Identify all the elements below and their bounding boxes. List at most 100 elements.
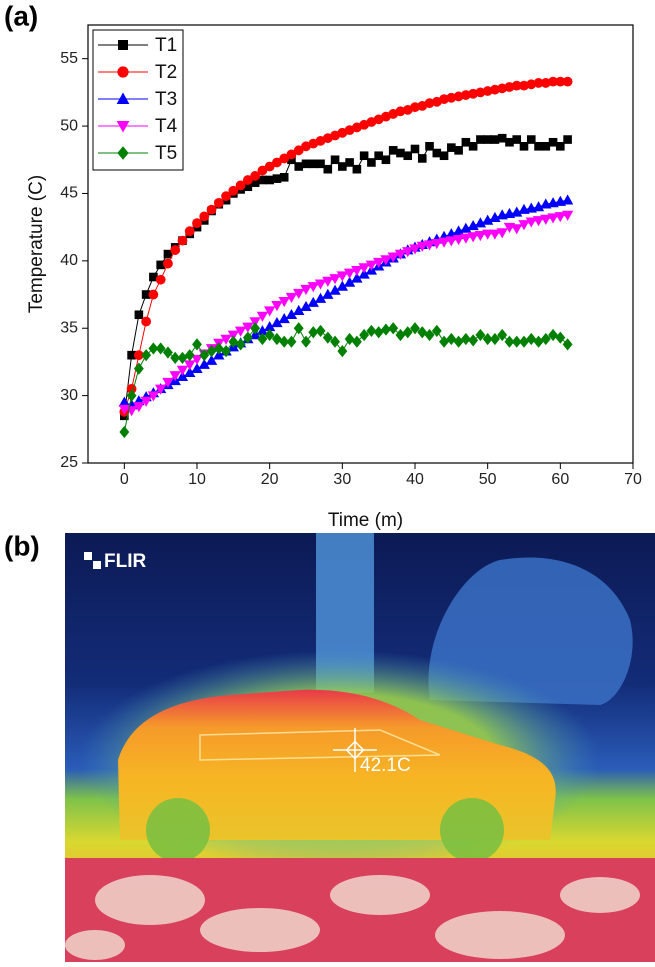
marker (388, 322, 399, 335)
panel-label: (b) (4, 530, 40, 561)
marker (460, 332, 471, 346)
marker (505, 137, 514, 147)
marker (490, 135, 500, 144)
marker (533, 335, 544, 348)
marker (329, 274, 341, 285)
marker (148, 289, 159, 300)
marker (323, 164, 333, 174)
marker (235, 338, 246, 351)
marker (366, 324, 377, 338)
marker (468, 334, 479, 347)
crosshair (333, 728, 377, 772)
marker (526, 135, 536, 144)
marker (170, 245, 181, 255)
y-axis-title: Temperature (C) (26, 175, 47, 313)
x-tick-label: 10 (188, 471, 206, 488)
marker (257, 332, 268, 346)
x-tick-label: 40 (406, 471, 424, 488)
marker (561, 194, 574, 205)
marker (410, 144, 420, 154)
marker (205, 354, 218, 365)
marker (221, 345, 232, 358)
marker (351, 265, 363, 277)
marker (540, 332, 551, 346)
legend-label: T2 (155, 62, 177, 83)
marker (439, 335, 450, 348)
x-tick-label: 50 (479, 471, 497, 488)
marker (293, 145, 304, 156)
marker (272, 157, 282, 168)
marker (235, 180, 246, 191)
marker (410, 322, 420, 335)
marker (140, 396, 152, 407)
marker (155, 384, 167, 395)
marker (308, 159, 318, 169)
marker (285, 292, 298, 304)
marker (119, 425, 130, 439)
marker (170, 351, 181, 364)
marker (155, 274, 166, 285)
legend-box (92, 29, 184, 171)
marker (279, 172, 289, 182)
marker (206, 345, 217, 358)
marker (511, 224, 523, 235)
wheel (146, 798, 210, 862)
marker (315, 324, 326, 338)
marker (192, 338, 202, 351)
marker (388, 146, 398, 155)
marker (497, 328, 508, 342)
marker (191, 354, 203, 366)
y-tick-label: 55 (60, 50, 78, 67)
y-tick-label: 35 (60, 319, 78, 336)
marker (563, 135, 572, 144)
marker (271, 332, 282, 346)
marker (358, 263, 370, 274)
panel-label: (a) (4, 0, 38, 31)
marker (374, 151, 383, 161)
marker (467, 232, 479, 243)
marker (482, 332, 493, 346)
marker (147, 391, 160, 402)
marker (460, 222, 472, 233)
marker (278, 296, 290, 308)
marker (526, 332, 537, 346)
marker (250, 322, 261, 335)
marker (163, 258, 173, 269)
marker (438, 237, 450, 248)
marker (141, 316, 152, 327)
marker (417, 154, 427, 163)
marker (162, 377, 174, 388)
marker (439, 151, 449, 161)
marker (445, 236, 457, 247)
marker (126, 389, 137, 402)
marker (199, 349, 210, 362)
line-chart: 0 10 20 30 40 50 60 70 25 30 35 40 45 50 55 Time (m) Tem… (26, 24, 642, 531)
marker (554, 212, 566, 223)
marker (234, 326, 247, 337)
marker (116, 92, 130, 104)
marker (476, 135, 485, 144)
marker (373, 326, 384, 339)
marker (177, 351, 188, 364)
marker (359, 328, 370, 342)
marker (118, 40, 128, 50)
marker (264, 161, 275, 172)
marker (403, 151, 413, 161)
marker (447, 143, 456, 152)
marker (286, 149, 297, 160)
marker (548, 328, 559, 342)
marker (307, 282, 319, 293)
thermal-image: FLIR 42.1C (65, 533, 655, 962)
marker (117, 66, 129, 78)
marker (316, 159, 325, 169)
marker (330, 335, 341, 348)
legend-label: T3 (155, 89, 177, 110)
marker (380, 255, 392, 266)
marker (483, 135, 492, 144)
marker (467, 219, 479, 231)
marker (518, 220, 530, 231)
marker (512, 135, 522, 144)
y-tick-label: 30 (60, 387, 78, 404)
marker (417, 326, 428, 339)
